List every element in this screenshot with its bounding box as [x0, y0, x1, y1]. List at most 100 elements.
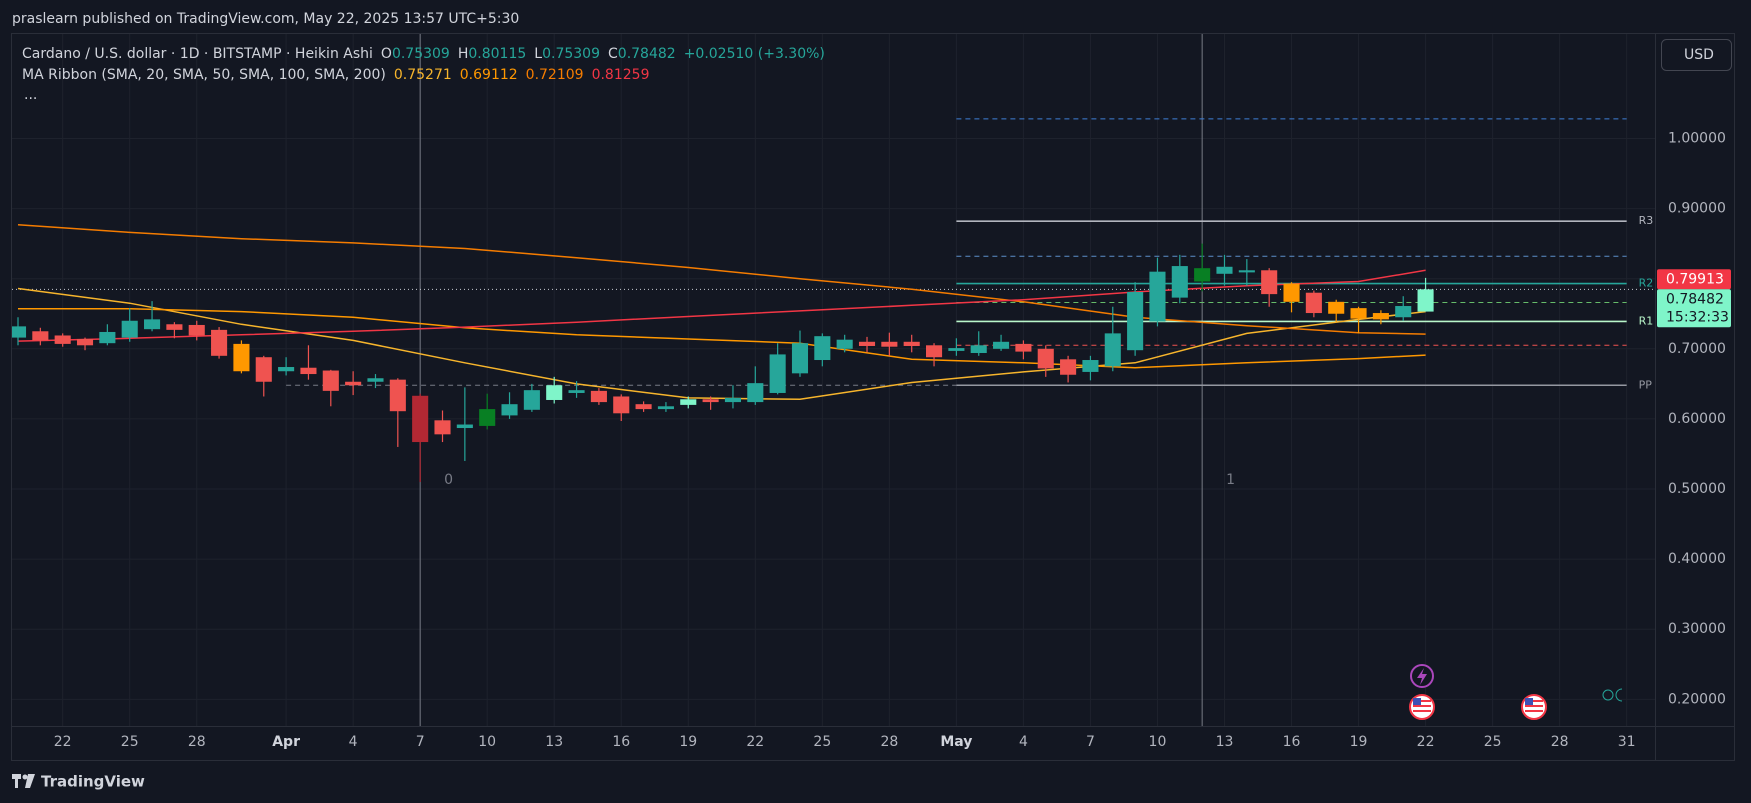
legend-ohlc-label: L — [534, 46, 542, 62]
price-label-box — [1657, 269, 1731, 290]
candle-body — [970, 345, 987, 354]
x-tick-label: 22 — [1417, 734, 1435, 750]
candle-body — [1127, 292, 1144, 351]
candle-body — [858, 341, 876, 346]
x-tick-label: May — [940, 734, 972, 750]
candle-body — [76, 338, 94, 346]
candle-body — [1283, 283, 1300, 302]
candle-body — [814, 336, 831, 361]
candle-body — [925, 345, 943, 358]
x-tick-label: 7 — [1086, 734, 1095, 750]
indicator-name: MA Ribbon (SMA, 20, SMA, 50, SMA, 100, S… — [22, 67, 386, 83]
candle-body — [1194, 268, 1211, 282]
y-tick-label: 0.40000 — [1668, 551, 1726, 567]
candle-body — [590, 390, 607, 403]
session-icon — [1602, 689, 1614, 701]
candle-body — [367, 378, 384, 382]
x-tick-label: 10 — [1149, 734, 1167, 750]
candle-body — [1350, 308, 1367, 319]
event-icons — [1409, 664, 1623, 720]
currency-button-box[interactable] — [1661, 39, 1732, 71]
candle-body — [322, 370, 339, 391]
candle-body — [456, 424, 473, 429]
x-tick-label: 13 — [1216, 734, 1234, 750]
candle-body — [568, 390, 585, 393]
legend-line: Cardano / U.S. dollar · 1D · BITSTAMP · … — [22, 46, 825, 62]
x-tick-label: 25 — [121, 734, 139, 750]
legend-ohlc-value: 0.75309 — [542, 46, 600, 62]
candle-body — [546, 385, 563, 400]
x-tick-label: 25 — [813, 734, 831, 750]
y-tick-label: 0.30000 — [1668, 621, 1726, 637]
footer-logo — [12, 774, 35, 788]
candle-body — [278, 367, 295, 372]
event-icon-bolt — [1417, 668, 1427, 685]
y-tick-label: 0.60000 — [1668, 411, 1726, 427]
candle-body — [702, 399, 719, 403]
candle-body — [657, 406, 674, 410]
price-label-value: 0.78482 — [1666, 291, 1724, 307]
x-tick-label: 16 — [612, 734, 630, 750]
candle-body — [523, 390, 540, 410]
grid — [12, 34, 1655, 726]
x-tick-label: 19 — [1350, 734, 1368, 750]
event-flag-canton — [1525, 698, 1533, 705]
candle-body — [54, 335, 71, 344]
logo-part — [15, 774, 18, 788]
candle-body — [345, 381, 362, 386]
x-tick-label: 10 — [478, 734, 496, 750]
candle-body — [613, 396, 630, 414]
event-flag-canton — [1413, 698, 1421, 705]
y-tick-label: 0.50000 — [1668, 481, 1726, 497]
ma-line — [17, 269, 1426, 342]
candle-body — [903, 341, 920, 346]
candle-body — [479, 409, 496, 426]
chart-panel — [11, 33, 1735, 761]
candle-body — [1328, 301, 1345, 314]
legend-more: ... — [24, 87, 37, 103]
legend-change: +0.02510 (+3.30%) — [684, 46, 825, 62]
x-tick-label: 7 — [416, 734, 425, 750]
plot-area — [12, 34, 1655, 726]
candle-body — [791, 343, 809, 374]
x-tick-label: 31 — [1618, 734, 1636, 750]
candle-body — [1037, 348, 1054, 369]
session-icon-moon — [1615, 688, 1623, 702]
candle-body — [948, 348, 965, 351]
x-tick-label: 28 — [1551, 734, 1569, 750]
candle-body — [881, 341, 898, 347]
candle-body — [1060, 359, 1077, 375]
candle-body — [1417, 289, 1434, 312]
indicator-value: 0.69112 — [460, 67, 518, 83]
x-tick-label: 19 — [679, 734, 697, 750]
candle-body — [233, 343, 250, 372]
y-tick-label: 0.20000 — [1668, 691, 1726, 707]
x-tick-label: 22 — [746, 734, 764, 750]
candle-body — [1082, 360, 1099, 372]
x-tick-label: 4 — [349, 734, 358, 750]
pivot-label: R2 — [1639, 277, 1654, 290]
candle-body — [389, 379, 406, 412]
x-tick-label: 28 — [188, 734, 206, 750]
currency-button[interactable]: USD — [1661, 39, 1732, 71]
candle-body — [121, 320, 138, 338]
pivot-label: R3 — [1639, 214, 1654, 227]
ma-line — [17, 287, 1426, 401]
candle-body — [747, 383, 764, 403]
candle-body — [680, 399, 697, 405]
publish-header: praslearn published on TradingView.com, … — [12, 11, 519, 27]
candle-body — [412, 395, 429, 443]
x-tick-label: 13 — [545, 734, 563, 750]
candle-body — [993, 341, 1010, 349]
legend-ohlc-label: C — [608, 46, 618, 62]
x-tick-label: 16 — [1283, 734, 1301, 750]
candle-body — [188, 324, 205, 336]
y-tick-label: 1.00000 — [1668, 130, 1726, 146]
candle-body — [836, 339, 853, 349]
candle-body — [1238, 270, 1255, 273]
currency-label[interactable]: USD — [1684, 47, 1714, 63]
candle-body — [166, 324, 183, 330]
logo-part — [25, 774, 35, 788]
